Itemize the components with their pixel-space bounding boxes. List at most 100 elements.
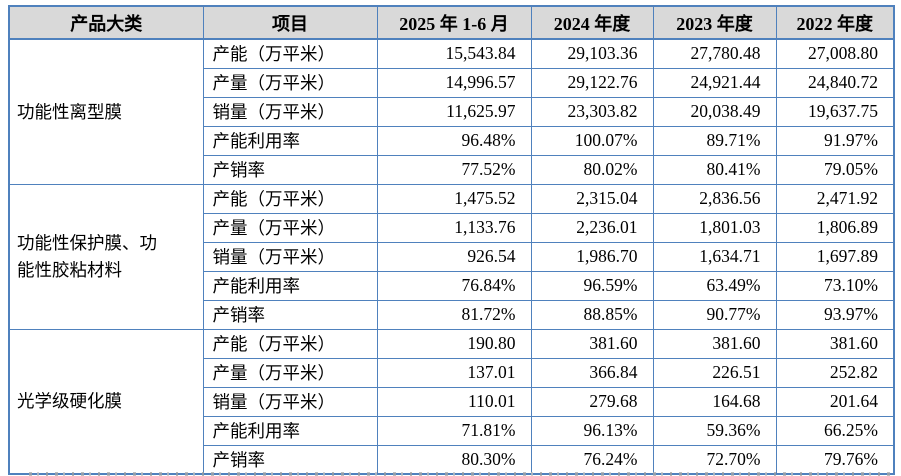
value-cell: 29,122.76 bbox=[530, 67, 654, 98]
item-cell: 产能利用率 bbox=[202, 415, 378, 446]
header-item: 项目 bbox=[202, 5, 378, 40]
value-cell: 66.25% bbox=[775, 415, 895, 446]
value-cell: 93.97% bbox=[775, 299, 895, 330]
value-cell: 79.76% bbox=[775, 444, 895, 475]
value-cell: 201.64 bbox=[775, 386, 895, 417]
value-cell: 381.60 bbox=[775, 328, 895, 359]
value-cell: 29,103.36 bbox=[530, 38, 654, 69]
value-cell: 2,836.56 bbox=[652, 183, 777, 214]
value-cell: 381.60 bbox=[530, 328, 654, 359]
value-cell: 88.85% bbox=[530, 299, 654, 330]
capacity-output-sales-table: 产品大类 项目 2025 年 1-6 月 2024 年度 2023 年度 202… bbox=[8, 5, 895, 475]
header-2025h1: 2025 年 1-6 月 bbox=[376, 5, 532, 40]
value-cell: 190.80 bbox=[376, 328, 532, 359]
table-row: 产销率 80.30% 76.24% 72.70% 79.76% bbox=[9, 444, 895, 475]
value-cell: 24,921.44 bbox=[652, 67, 777, 98]
table-row: 产量（万平米） 1,133.76 2,236.01 1,801.03 1,806… bbox=[9, 212, 895, 243]
value-cell: 80.30% bbox=[376, 444, 532, 475]
value-cell: 96.59% bbox=[530, 270, 654, 301]
value-cell: 73.10% bbox=[775, 270, 895, 301]
table-row: 光学级硬化膜 产能（万平米） 190.80 381.60 381.60 381.… bbox=[8, 328, 895, 475]
value-cell: 2,315.04 bbox=[530, 183, 654, 214]
item-cell: 销量（万平米） bbox=[202, 386, 378, 417]
value-cell: 1,806.89 bbox=[775, 212, 895, 243]
value-cell: 110.01 bbox=[376, 386, 532, 417]
value-cell: 137.01 bbox=[376, 357, 532, 388]
value-cell: 226.51 bbox=[652, 357, 777, 388]
value-cell: 80.02% bbox=[530, 154, 654, 185]
header-2023: 2023 年度 bbox=[652, 5, 777, 40]
table-row: 销量（万平米） 11,625.97 23,303.82 20,038.49 19… bbox=[9, 96, 895, 127]
value-cell: 72.70% bbox=[652, 444, 777, 475]
value-cell: 11,625.97 bbox=[376, 96, 532, 127]
table-row: 产销率 81.72% 88.85% 90.77% 93.97% bbox=[9, 299, 895, 330]
header-2022: 2022 年度 bbox=[775, 5, 895, 40]
category-cell-protective-film-adhesive: 功能性保护膜、功 能性胶粘材料 bbox=[8, 183, 204, 330]
table-row: 功能性保护膜、功 能性胶粘材料 产能（万平米） 1,475.52 2,315.0… bbox=[8, 183, 895, 330]
value-cell: 279.68 bbox=[530, 386, 654, 417]
value-cell: 24,840.72 bbox=[775, 67, 895, 98]
value-cell: 366.84 bbox=[530, 357, 654, 388]
item-cell: 产量（万平米） bbox=[202, 212, 378, 243]
table-row: 产销率 77.52% 80.02% 80.41% 79.05% bbox=[9, 154, 895, 185]
cut-off-text-remnant bbox=[29, 472, 895, 476]
value-cell: 59.36% bbox=[652, 415, 777, 446]
item-cell: 产量（万平米） bbox=[202, 67, 378, 98]
value-cell: 90.77% bbox=[652, 299, 777, 330]
table-row: 产能利用率 76.84% 96.59% 63.49% 73.10% bbox=[9, 270, 895, 301]
value-cell: 1,801.03 bbox=[652, 212, 777, 243]
value-cell: 14,996.57 bbox=[376, 67, 532, 98]
category-cell-optical-hardened-film: 光学级硬化膜 bbox=[8, 328, 204, 475]
value-cell: 1,475.52 bbox=[376, 183, 532, 214]
item-cell: 产能（万平米） bbox=[202, 38, 378, 69]
value-cell: 1,697.89 bbox=[775, 241, 895, 272]
value-cell: 79.05% bbox=[775, 154, 895, 185]
value-cell: 164.68 bbox=[652, 386, 777, 417]
item-cell: 产能利用率 bbox=[202, 270, 378, 301]
value-cell: 381.60 bbox=[652, 328, 777, 359]
value-cell: 252.82 bbox=[775, 357, 895, 388]
value-cell: 96.13% bbox=[530, 415, 654, 446]
value-cell: 89.71% bbox=[652, 125, 777, 156]
value-cell: 926.54 bbox=[376, 241, 532, 272]
value-cell: 19,637.75 bbox=[775, 96, 895, 127]
value-cell: 2,471.92 bbox=[775, 183, 895, 214]
value-cell: 23,303.82 bbox=[530, 96, 654, 127]
table-row: 产能利用率 96.48% 100.07% 89.71% 91.97% bbox=[9, 125, 895, 156]
item-cell: 产能利用率 bbox=[202, 125, 378, 156]
value-cell: 20,038.49 bbox=[652, 96, 777, 127]
item-cell: 销量（万平米） bbox=[202, 241, 378, 272]
value-cell: 1,986.70 bbox=[530, 241, 654, 272]
value-cell: 71.81% bbox=[376, 415, 532, 446]
value-cell: 76.84% bbox=[376, 270, 532, 301]
category-cell-functional-release-film: 功能性离型膜 bbox=[8, 38, 204, 185]
value-cell: 27,780.48 bbox=[652, 38, 777, 69]
item-cell: 产销率 bbox=[202, 299, 378, 330]
value-cell: 80.41% bbox=[652, 154, 777, 185]
header-2024: 2024 年度 bbox=[530, 5, 654, 40]
header-product-category: 产品大类 bbox=[8, 5, 204, 40]
item-cell: 产能（万平米） bbox=[202, 183, 378, 214]
value-cell: 76.24% bbox=[530, 444, 654, 475]
item-cell: 产量（万平米） bbox=[202, 357, 378, 388]
value-cell: 77.52% bbox=[376, 154, 532, 185]
table-row: 功能性离型膜 产能（万平米） 15,543.84 29,103.36 27,78… bbox=[8, 38, 895, 185]
value-cell: 100.07% bbox=[530, 125, 654, 156]
value-cell: 81.72% bbox=[376, 299, 532, 330]
value-cell: 27,008.80 bbox=[775, 38, 895, 69]
table-row: 产量（万平米） 14,996.57 29,122.76 24,921.44 24… bbox=[9, 67, 895, 98]
table-header-row: 产品大类 项目 2025 年 1-6 月 2024 年度 2023 年度 202… bbox=[8, 5, 895, 40]
item-cell: 销量（万平米） bbox=[202, 96, 378, 127]
item-cell: 产能（万平米） bbox=[202, 328, 378, 359]
table-row: 产能利用率 71.81% 96.13% 59.36% 66.25% bbox=[9, 415, 895, 446]
table-row: 销量（万平米） 926.54 1,986.70 1,634.71 1,697.8… bbox=[9, 241, 895, 272]
value-cell: 15,543.84 bbox=[376, 38, 532, 69]
value-cell: 96.48% bbox=[376, 125, 532, 156]
value-cell: 91.97% bbox=[775, 125, 895, 156]
item-cell: 产销率 bbox=[202, 444, 378, 475]
value-cell: 1,634.71 bbox=[652, 241, 777, 272]
item-cell: 产销率 bbox=[202, 154, 378, 185]
value-cell: 1,133.76 bbox=[376, 212, 532, 243]
table-row: 销量（万平米） 110.01 279.68 164.68 201.64 bbox=[9, 386, 895, 417]
